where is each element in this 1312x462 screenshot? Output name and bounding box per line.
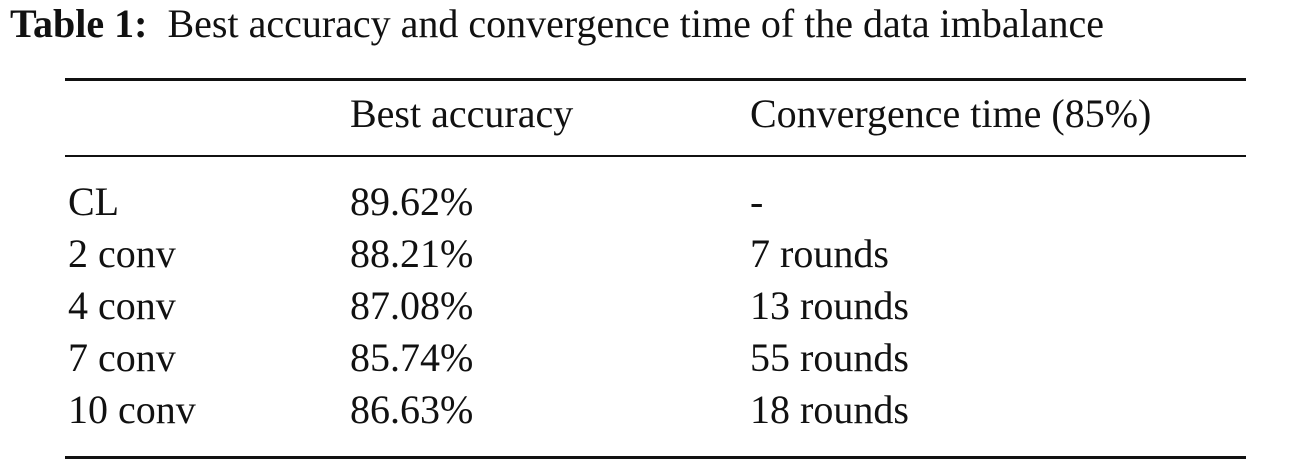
mid-rule bbox=[65, 155, 1246, 157]
caption-label: Table 1: bbox=[10, 1, 148, 46]
cell: 85.74% bbox=[350, 335, 474, 380]
cell: 7 rounds bbox=[750, 231, 889, 276]
row-label: 10 conv bbox=[68, 387, 196, 432]
cell: 88.21% bbox=[350, 231, 474, 276]
cell: 13 rounds bbox=[750, 283, 909, 328]
cell: - bbox=[750, 179, 764, 224]
row-label: 4 conv bbox=[68, 283, 176, 328]
row-label: 7 conv bbox=[68, 335, 176, 380]
top-rule bbox=[65, 78, 1246, 81]
header-cell: Best accuracy bbox=[350, 91, 574, 136]
cell: 86.63% bbox=[350, 387, 474, 432]
cell: 18 rounds bbox=[750, 387, 909, 432]
header-cell: Convergence time (85%) bbox=[750, 91, 1152, 136]
row-label: CL bbox=[68, 179, 120, 224]
cell: 89.62% bbox=[350, 179, 474, 224]
cell: 87.08% bbox=[350, 283, 474, 328]
cell: 55 rounds bbox=[750, 335, 909, 380]
row-label: 2 conv bbox=[68, 231, 176, 276]
caption: Table 1: Best accuracy and convergence t… bbox=[10, 4, 1104, 44]
bottom-rule bbox=[65, 456, 1246, 459]
caption-text: Best accuracy and convergence time of th… bbox=[167, 1, 1105, 46]
